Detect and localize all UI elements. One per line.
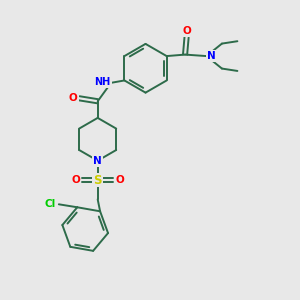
Text: N: N — [93, 156, 102, 166]
Text: O: O — [71, 175, 80, 185]
Text: Cl: Cl — [45, 199, 56, 209]
Text: O: O — [69, 93, 78, 103]
Text: N: N — [207, 51, 215, 61]
Text: S: S — [93, 173, 102, 187]
Text: O: O — [182, 26, 191, 36]
Text: NH: NH — [94, 77, 111, 87]
Text: O: O — [115, 175, 124, 185]
